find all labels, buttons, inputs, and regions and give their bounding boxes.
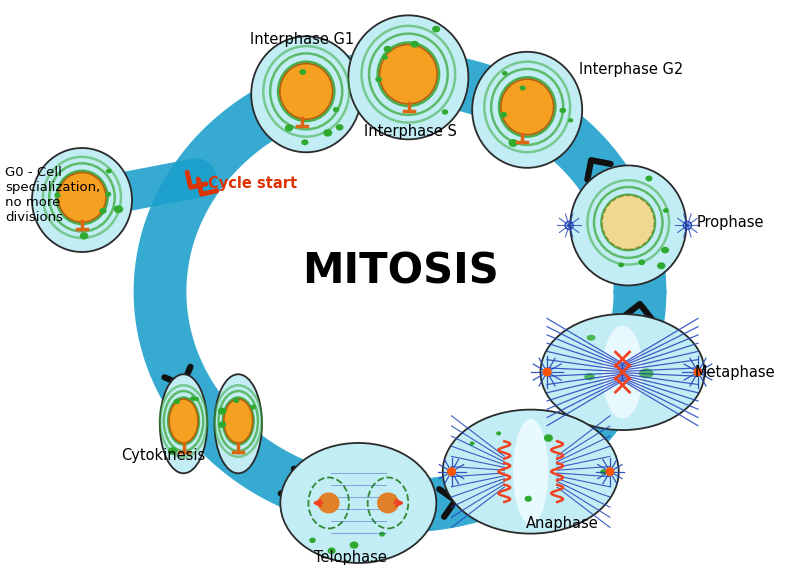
Ellipse shape	[509, 139, 518, 147]
Ellipse shape	[542, 368, 551, 376]
Ellipse shape	[169, 399, 198, 443]
Ellipse shape	[348, 15, 468, 140]
Ellipse shape	[280, 63, 333, 119]
Ellipse shape	[379, 45, 437, 104]
Ellipse shape	[333, 107, 339, 112]
Ellipse shape	[190, 396, 195, 401]
Ellipse shape	[657, 262, 666, 269]
Ellipse shape	[218, 407, 226, 415]
Ellipse shape	[570, 165, 686, 285]
Ellipse shape	[384, 46, 392, 53]
Ellipse shape	[218, 422, 226, 428]
Text: Interphase G1: Interphase G1	[250, 33, 354, 47]
Ellipse shape	[470, 442, 474, 446]
Text: Cycle start: Cycle start	[209, 176, 298, 190]
Text: Anaphase: Anaphase	[526, 515, 599, 531]
Ellipse shape	[168, 447, 178, 455]
Ellipse shape	[541, 314, 705, 430]
Ellipse shape	[234, 398, 239, 403]
Ellipse shape	[584, 373, 595, 380]
Ellipse shape	[299, 69, 306, 75]
Ellipse shape	[663, 208, 669, 213]
Ellipse shape	[496, 431, 501, 435]
Ellipse shape	[114, 205, 123, 213]
Ellipse shape	[80, 232, 89, 240]
Ellipse shape	[502, 71, 508, 76]
Ellipse shape	[302, 140, 309, 145]
Ellipse shape	[600, 469, 606, 475]
Ellipse shape	[602, 196, 654, 249]
Ellipse shape	[389, 494, 396, 500]
Ellipse shape	[661, 247, 669, 253]
Ellipse shape	[251, 36, 362, 152]
Ellipse shape	[318, 492, 340, 514]
Ellipse shape	[568, 118, 574, 122]
Ellipse shape	[377, 492, 399, 514]
Ellipse shape	[382, 55, 388, 59]
Ellipse shape	[224, 399, 253, 443]
Ellipse shape	[160, 374, 207, 473]
Ellipse shape	[525, 496, 532, 502]
Ellipse shape	[58, 172, 106, 223]
Ellipse shape	[285, 125, 294, 132]
Ellipse shape	[442, 109, 448, 115]
Ellipse shape	[694, 368, 702, 376]
Text: Telophase: Telophase	[314, 550, 386, 565]
Ellipse shape	[513, 419, 548, 525]
Ellipse shape	[586, 335, 595, 341]
Ellipse shape	[310, 538, 316, 543]
Text: MITOSIS: MITOSIS	[302, 251, 498, 293]
Ellipse shape	[250, 404, 256, 410]
Ellipse shape	[432, 26, 440, 33]
Ellipse shape	[639, 368, 654, 378]
Ellipse shape	[410, 41, 419, 48]
Ellipse shape	[327, 547, 336, 554]
Ellipse shape	[646, 176, 653, 181]
Ellipse shape	[174, 399, 180, 404]
Ellipse shape	[32, 148, 132, 252]
Ellipse shape	[214, 374, 262, 473]
Ellipse shape	[350, 542, 358, 549]
Ellipse shape	[618, 263, 624, 267]
Text: Metaphase: Metaphase	[694, 364, 775, 380]
Ellipse shape	[500, 112, 507, 118]
Ellipse shape	[442, 410, 618, 534]
Ellipse shape	[602, 325, 643, 419]
Ellipse shape	[194, 397, 199, 401]
Ellipse shape	[106, 169, 112, 173]
Ellipse shape	[606, 467, 614, 476]
Text: Cytokinesis: Cytokinesis	[121, 448, 205, 463]
Ellipse shape	[375, 77, 382, 82]
Ellipse shape	[323, 129, 332, 137]
Ellipse shape	[447, 467, 456, 476]
Ellipse shape	[379, 531, 385, 537]
Ellipse shape	[105, 192, 111, 197]
Text: G0 - Cell
specialization,
no more
divisions: G0 - Cell specialization, no more divisi…	[5, 166, 100, 224]
Text: Prophase: Prophase	[696, 215, 764, 230]
Ellipse shape	[472, 52, 582, 168]
Ellipse shape	[54, 193, 61, 198]
Ellipse shape	[544, 434, 553, 442]
Ellipse shape	[520, 86, 526, 90]
Ellipse shape	[99, 208, 106, 214]
Ellipse shape	[280, 443, 436, 563]
Ellipse shape	[638, 259, 646, 265]
Ellipse shape	[559, 108, 566, 113]
Text: Interphase G2: Interphase G2	[579, 62, 683, 77]
Ellipse shape	[336, 124, 343, 130]
Text: Interphase S: Interphase S	[363, 124, 457, 139]
Ellipse shape	[501, 79, 554, 135]
